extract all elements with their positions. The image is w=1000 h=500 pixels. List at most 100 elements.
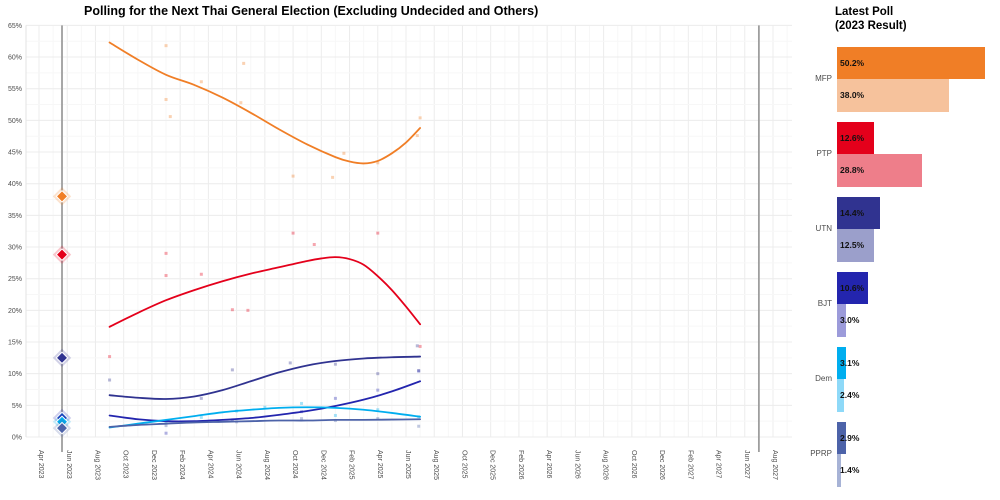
panel-title: Latest Poll (2023 Result) [835, 5, 907, 34]
x-tick-label: Oct 2023 [122, 450, 129, 479]
x-tick-label: Feb 2025 [348, 450, 355, 480]
poll-point-UTN [199, 396, 203, 400]
poll-point-Dem [199, 415, 203, 419]
y-tick-label: 10% [8, 371, 22, 378]
y-tick-label: 60% [8, 55, 22, 62]
poll-point-PPRP [300, 417, 304, 421]
poll-point-PTP [199, 272, 203, 276]
x-tick-label: Oct 2025 [460, 450, 467, 479]
poll-point-UTN [415, 344, 419, 348]
poll-point-UTN [417, 369, 421, 373]
poll-point-MFP [164, 44, 168, 48]
latest-poll-panel: Latest Poll (2023 Result) MFP 50.2% 38.0% P… [800, 0, 1000, 500]
result-diamond-MFP [55, 190, 69, 203]
poll-point-PTP [164, 274, 168, 278]
poll-point-MFP [242, 61, 246, 65]
x-tick-label: Jun 2023 [65, 450, 72, 479]
poll-point-PPRP [164, 424, 168, 428]
x-tick-label: Apr 2023 [37, 450, 44, 479]
trend-line-PTP [108, 256, 422, 328]
bar-value-BJT-latest: 10.6% [840, 282, 865, 293]
poll-point-BJT [376, 388, 380, 392]
x-tick-label: Aug 2024 [263, 450, 270, 480]
poll-point-PTP [376, 231, 380, 235]
y-tick-label: 40% [8, 181, 22, 188]
result-diamond-UTN [55, 351, 69, 365]
poll-point-PTP [418, 344, 422, 348]
poll-point-Dem [333, 413, 337, 417]
result-diamond-PTP [55, 248, 69, 261]
x-tick-label: Apr 2024 [206, 450, 213, 479]
poll-point-UTN [230, 368, 234, 372]
polling-line-chart: 0% 5% 10% 15% 20% 25% 30% 35% 40% 45% 50% 55% 60% 65%… [8, 23, 792, 480]
bar-value-PTP-latest: 12.6% [840, 132, 865, 143]
poll-point-MFP [199, 80, 203, 84]
poll-point-UTN [376, 372, 380, 376]
poll-point-PTP [164, 251, 168, 255]
trend-line-Dem [108, 406, 422, 429]
x-tick-label: Apr 2026 [545, 450, 552, 479]
x-tick-label: Oct 2026 [630, 450, 637, 479]
poll-point-MFP [291, 174, 295, 178]
poll-point-MFP [342, 151, 346, 155]
bar-MFP-2023 [837, 79, 949, 112]
bar-value-BJT-2023: 3.0% [840, 315, 860, 326]
bar-value-Dem-latest: 3.1% [840, 357, 860, 368]
x-tick-label: Aug 2023 [93, 450, 100, 480]
y-tick-label: 35% [8, 213, 22, 220]
bar-MFP-latest [837, 46, 985, 80]
poll-point-PTP [291, 231, 295, 235]
bar-PPRP-2023 [837, 454, 842, 487]
polling-chart-svg: 0% 5% 10% 15% 20% 25% 30% 35% 40% 45% 50% 55% 60% 65%… [8, 23, 792, 480]
party-label-Dem: Dem [815, 374, 832, 384]
bar-value-Dem-2023: 2.4% [840, 390, 860, 401]
x-tick-label: Feb 2027 [686, 450, 693, 480]
poll-point-PPRP [376, 417, 380, 421]
bar-UTN-latest [837, 196, 880, 230]
poll-point-PTP [246, 308, 250, 312]
x-tick-label: Jun 2026 [573, 450, 580, 479]
poll-point-MFP [331, 175, 335, 179]
poll-point-BJT [333, 396, 337, 400]
bar-value-PPRP-2023: 1.4% [840, 465, 860, 476]
x-tick-label: Dec 2024 [319, 450, 326, 480]
x-tick-label: Apr 2027 [715, 450, 722, 479]
poll-point-MFP [239, 101, 243, 105]
poll-point-PTP [108, 355, 112, 359]
trend-line-MFP [108, 41, 422, 165]
poll-point-Dem [263, 405, 267, 409]
y-tick-label: 25% [8, 276, 22, 283]
trend-line-PPRP [108, 418, 422, 428]
x-tick-label: Dec 2025 [489, 450, 496, 480]
y-tick-label: 50% [8, 118, 22, 125]
trend-line-UTN [108, 355, 422, 400]
x-tick-label: Dec 2023 [150, 450, 157, 480]
bar-UTN-2023 [837, 229, 874, 262]
poll-point-Dem [376, 408, 380, 412]
x-tick-label: Jun 2025 [404, 450, 411, 479]
party-label-PTP: PTP [816, 149, 832, 159]
result-diamond-PPRP [55, 421, 69, 435]
poll-point-Dem [300, 401, 304, 405]
y-tick-label: 55% [8, 86, 22, 93]
poll-point-MFP [415, 134, 419, 138]
panel-title-line2: (2023 Result) [835, 20, 907, 33]
bar-Dem-latest [837, 346, 847, 380]
x-tick-label: Aug 2027 [771, 450, 778, 480]
y-tick-label: 0% [12, 435, 22, 442]
x-tick-label: Jun 2024 [235, 450, 242, 479]
poll-point-PTP [230, 308, 234, 312]
panel-title-line1: Latest Poll [835, 6, 894, 18]
party-label-PPRP: PPRP [810, 449, 832, 459]
bar-value-UTN-latest: 14.4% [840, 207, 865, 218]
poll-point-PPRP [417, 424, 421, 428]
bar-value-UTN-2023: 12.5% [840, 240, 865, 251]
party-label-BJT: BJT [817, 299, 832, 309]
y-tick-label: 45% [8, 150, 22, 157]
bar-PTP-2023 [837, 154, 922, 187]
poll-point-BJT [164, 431, 168, 435]
x-tick-label: Aug 2025 [432, 450, 439, 480]
y-tick-label: 15% [8, 340, 22, 347]
bar-value-MFP-latest: 50.2% [840, 57, 865, 68]
